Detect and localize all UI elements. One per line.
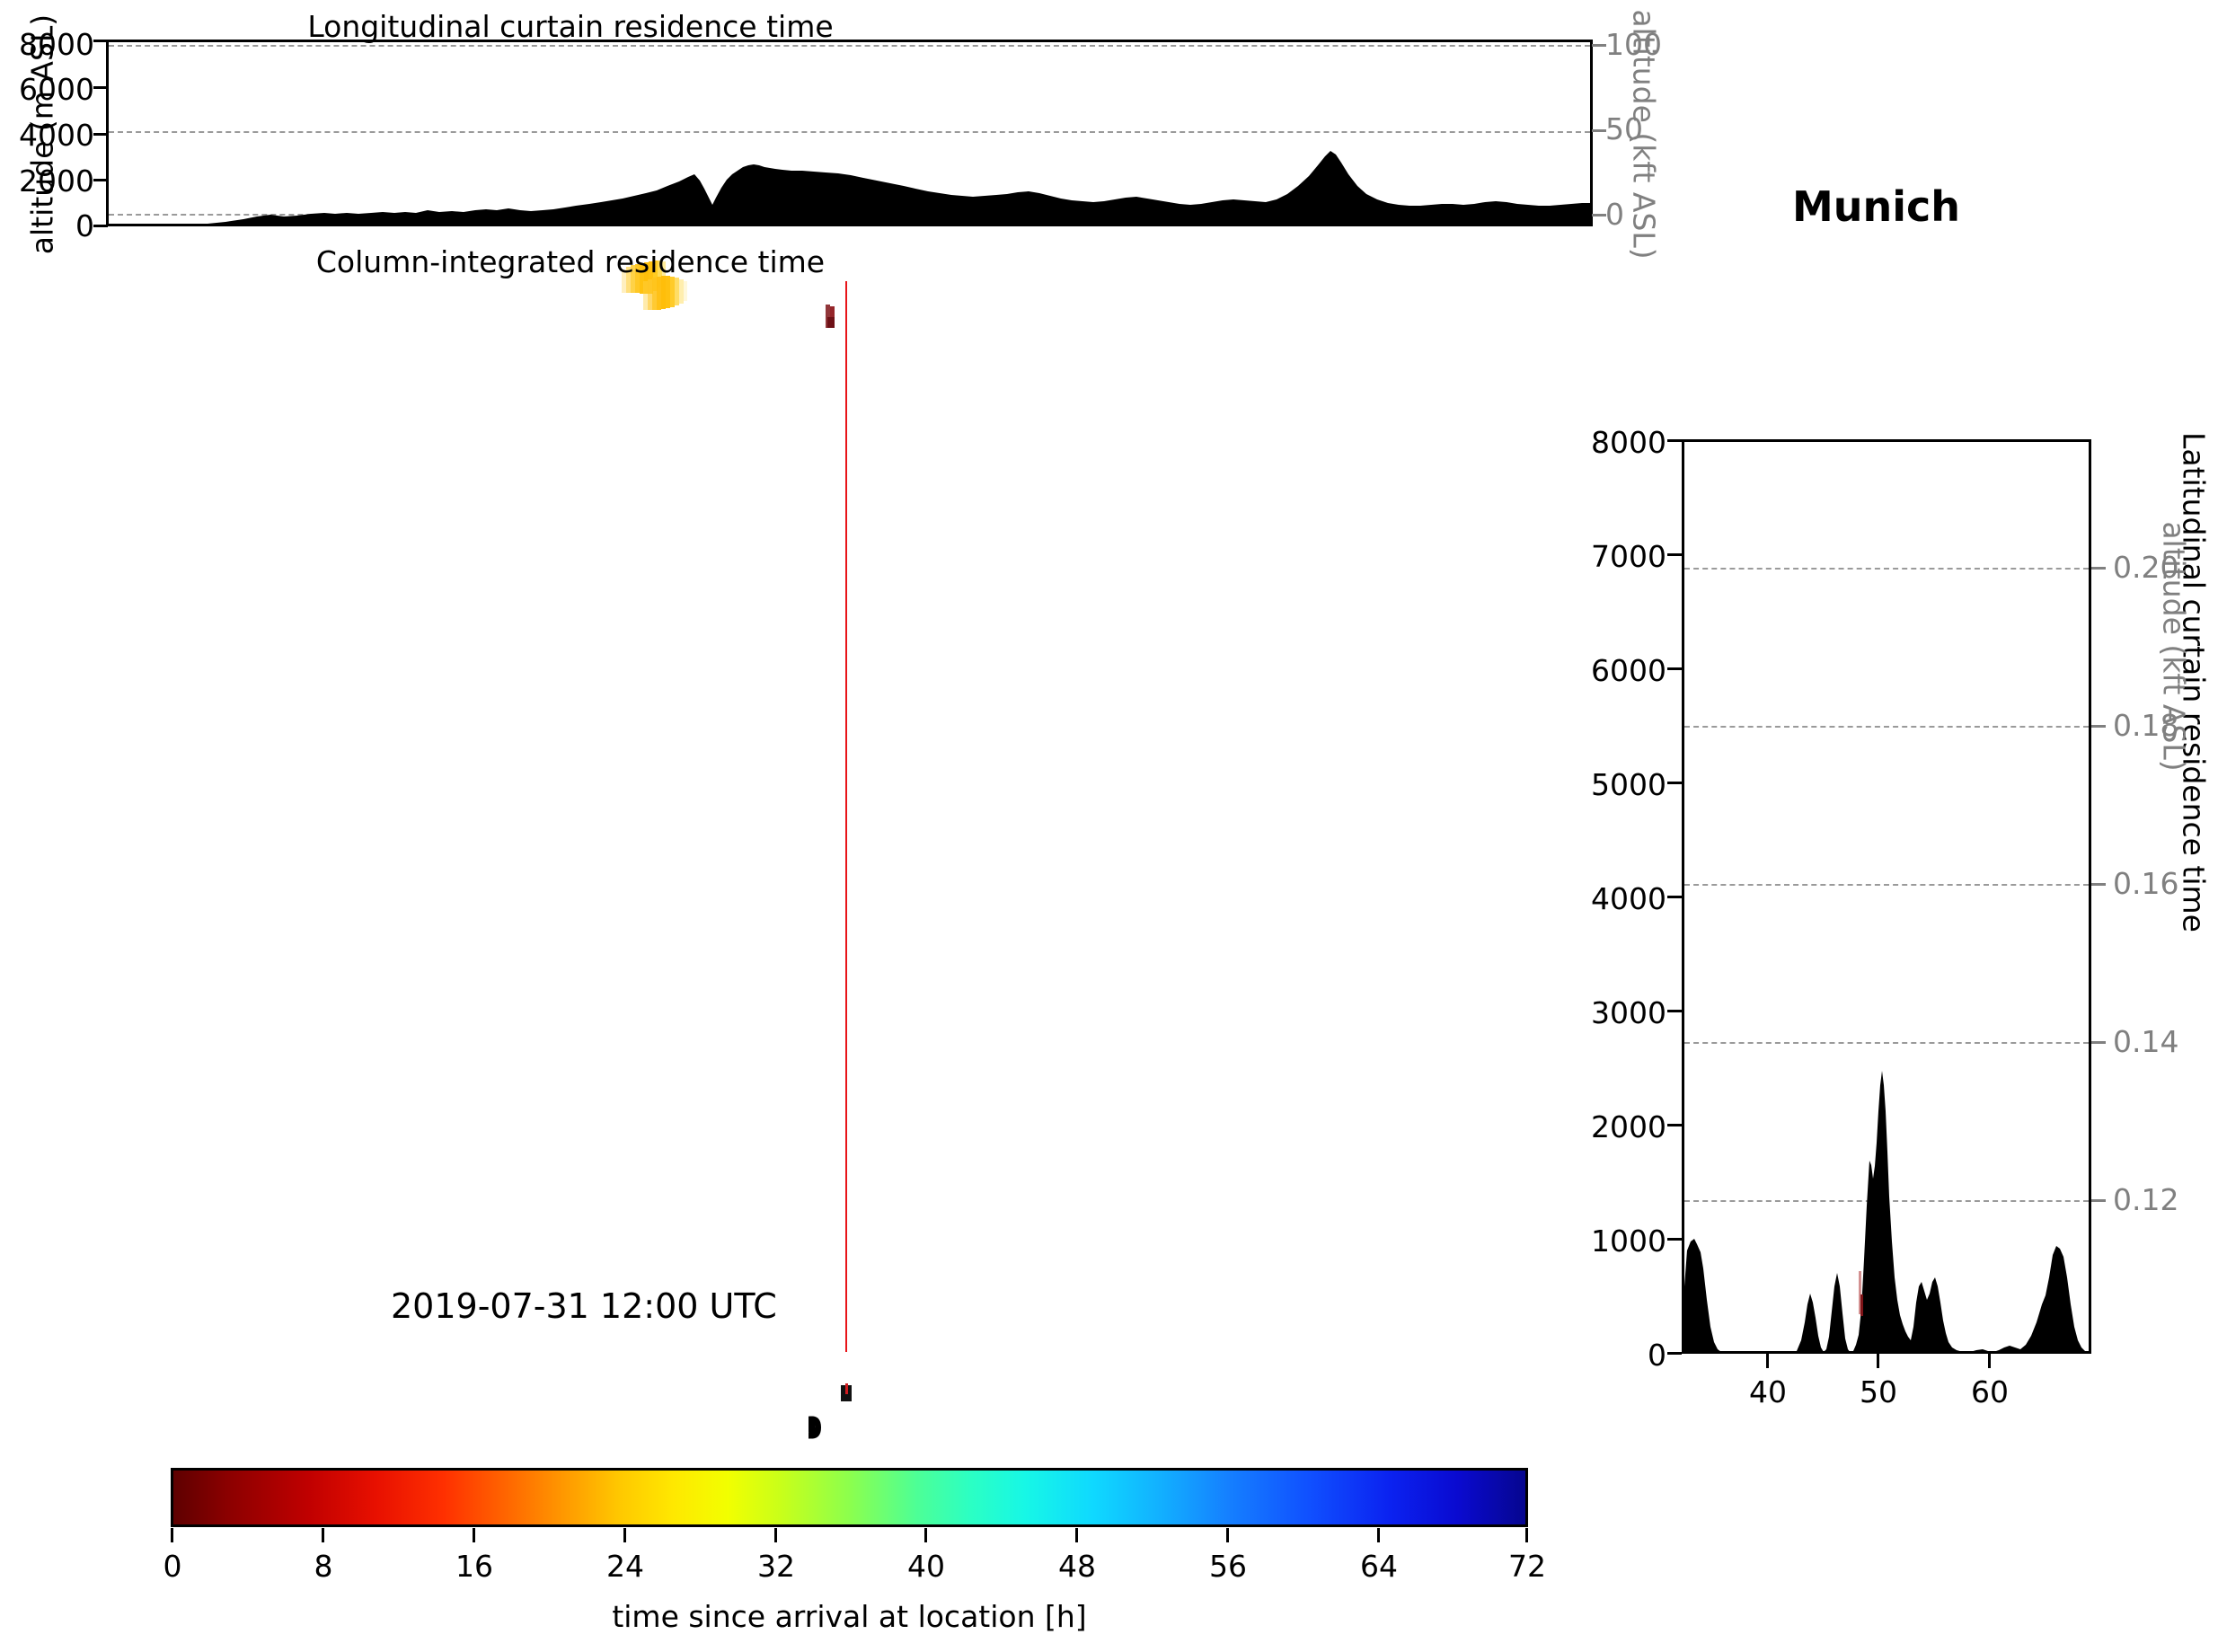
latitudinal-ytick-6000: 6000 xyxy=(1591,653,1666,688)
colorbar-tick-24 xyxy=(623,1528,626,1542)
longitudinal-tick-right-100 xyxy=(1592,44,1606,47)
colorbar-tick-label-64: 64 xyxy=(1360,1549,1398,1584)
release-marker-longitudinal xyxy=(824,305,838,328)
colorbar-tick-label-32: 32 xyxy=(757,1549,795,1584)
latitudinal-tick-3000 xyxy=(1667,1010,1682,1012)
colorbar-tick-label-72: 72 xyxy=(1508,1549,1546,1584)
column-xtick-labels-overlapping: -30-20-10 xyxy=(809,1410,880,1446)
column-meridian-line xyxy=(845,281,847,1352)
longitudinal-gridline-100kft xyxy=(109,45,1590,47)
latitudinal-ytick-5000: 5000 xyxy=(1591,767,1666,802)
colorbar-tick-32 xyxy=(774,1528,777,1542)
latitudinal-tick-2000 xyxy=(1667,1124,1682,1126)
latitudinal-ytick-right-020: 0.20 xyxy=(2113,550,2179,585)
longitudinal-ytick-right-0: 0 xyxy=(1605,197,1624,232)
latitudinal-tick-7000 xyxy=(1667,553,1682,556)
latitudinal-xtick-label-60: 60 xyxy=(1971,1374,2009,1409)
latitudinal-tick-4000 xyxy=(1667,896,1682,898)
latitudinal-tick-right-012 xyxy=(2091,1199,2106,1202)
latitudinal-xtick-label-50: 50 xyxy=(1860,1374,1897,1409)
latitudinal-ytick-2000: 2000 xyxy=(1591,1109,1666,1144)
latitudinal-gridline-020 xyxy=(1684,568,2089,570)
latitudinal-gridline-018 xyxy=(1684,726,2089,728)
latitudinal-gridline-016 xyxy=(1684,884,2089,886)
colorbar-tick-0 xyxy=(171,1528,173,1542)
latitudinal-ytick-right-018: 0.18 xyxy=(2113,708,2179,743)
latitudinal-tick-right-016 xyxy=(2091,883,2106,886)
release-marker-latitudinal xyxy=(1859,1271,1864,1316)
longitudinal-gridline-50kft xyxy=(109,131,1590,133)
latitudinal-ytick-right-014: 0.14 xyxy=(2113,1024,2179,1059)
longitudinal-ytick-6000: 6000 xyxy=(19,72,94,107)
latitudinal-xtick-label-40: 40 xyxy=(1749,1374,1787,1409)
longitudinal-panel-title: Longitudinal curtain residence time xyxy=(307,9,834,44)
colorbar-tick-16 xyxy=(473,1528,475,1542)
latitudinal-ytick-right-016: 0.16 xyxy=(2113,866,2179,901)
longitudinal-tick-2000 xyxy=(93,179,108,181)
colorbar-tick-64 xyxy=(1377,1528,1380,1542)
latitudinal-tick-5000 xyxy=(1667,782,1682,784)
colorbar-tick-48 xyxy=(1075,1528,1078,1542)
colorbar-tick-label-40: 40 xyxy=(907,1549,945,1584)
latitudinal-ytick-right-012: 0.12 xyxy=(2113,1182,2179,1217)
latitudinal-ytick-8000: 8000 xyxy=(1591,425,1666,460)
latitudinal-ytick-3000: 3000 xyxy=(1591,995,1666,1030)
column-panel-title: Column-integrated residence time xyxy=(315,244,826,279)
colorbar-tick-label-48: 48 xyxy=(1058,1549,1096,1584)
colorbar-tick-40 xyxy=(924,1528,927,1542)
colorbar-axis-label: time since arrival at location [h] xyxy=(612,1599,1087,1634)
city-title: Munich xyxy=(1792,182,1961,231)
latitudinal-tick-8000 xyxy=(1667,439,1682,442)
latitudinal-ytick-0: 0 xyxy=(1648,1338,1666,1373)
colorbar-tick-label-24: 24 xyxy=(606,1549,644,1584)
longitudinal-ytick-right-50: 50 xyxy=(1605,111,1643,146)
latitudinal-gridline-014 xyxy=(1684,1042,2089,1044)
longitudinal-tick-8000 xyxy=(93,40,108,42)
colorbar-tick-56 xyxy=(1226,1528,1229,1542)
longitudinal-ytick-8000: 8000 xyxy=(19,27,94,62)
latitudinal-ytick-4000: 4000 xyxy=(1591,881,1666,916)
longitudinal-tick-0 xyxy=(93,225,108,227)
colorbar-tick-label-56: 56 xyxy=(1209,1549,1247,1584)
latitudinal-terrain-profile xyxy=(1684,442,2089,1353)
colorbar-tick-8 xyxy=(322,1528,324,1542)
latitudinal-ytick-7000: 7000 xyxy=(1591,539,1666,574)
latitudinal-xtick-60 xyxy=(1988,1354,1991,1368)
latitudinal-tick-right-020 xyxy=(2091,567,2106,570)
latitudinal-tick-6000 xyxy=(1667,667,1682,670)
latitudinal-tick-0 xyxy=(1667,1352,1682,1355)
timestamp-label: 2019-07-31 12:00 UTC xyxy=(391,1286,777,1326)
latitudinal-tick-right-014 xyxy=(2091,1041,2106,1044)
colorbar-tick-label-8: 8 xyxy=(314,1549,333,1584)
colorbar-tick-label-0: 0 xyxy=(163,1549,182,1584)
longitudinal-tick-right-50 xyxy=(1592,129,1606,132)
colorbar-tick-label-16: 16 xyxy=(455,1549,493,1584)
latitudinal-xtick-50 xyxy=(1877,1354,1879,1368)
latitudinal-ytick-1000: 1000 xyxy=(1591,1224,1666,1259)
longitudinal-ytick-2000: 2000 xyxy=(19,163,94,199)
colorbar-tick-72 xyxy=(1525,1528,1528,1542)
longitudinal-tick-6000 xyxy=(93,86,108,89)
residence-plume-longitudinal xyxy=(620,259,692,314)
longitudinal-ytick-4000: 4000 xyxy=(19,118,94,153)
latitudinal-xtick-40 xyxy=(1766,1354,1769,1368)
longitudinal-tick-right-0 xyxy=(1592,214,1606,216)
longitudinal-ytick-0: 0 xyxy=(75,208,94,243)
column-release-marker xyxy=(838,1383,854,1403)
latitudinal-tick-right-018 xyxy=(2091,725,2106,728)
longitudinal-terrain-profile xyxy=(109,40,1591,225)
latitudinal-tick-1000 xyxy=(1667,1238,1682,1241)
colorbar xyxy=(171,1468,1528,1527)
longitudinal-ytick-right-100: 100 xyxy=(1605,27,1662,62)
longitudinal-tick-4000 xyxy=(93,133,108,136)
